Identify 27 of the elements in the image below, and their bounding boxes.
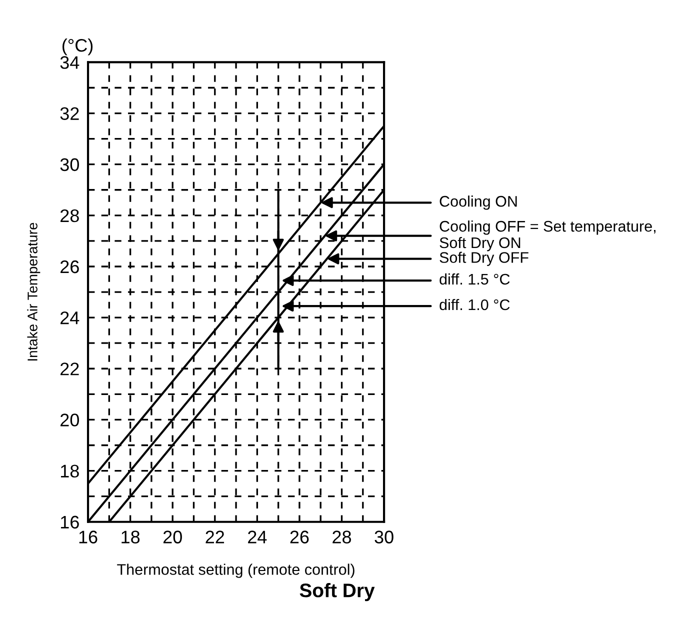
y-tick-label: 30 <box>60 158 79 172</box>
y-tick-label: 20 <box>60 414 79 426</box>
annotation: Cooling OFF = Set temperature, Soft Dry ON <box>440 220 656 252</box>
annotation: Cooling ON <box>440 196 517 210</box>
y-tick-label: 22 <box>60 362 79 376</box>
y-axis-title: Intake Air Temperature <box>27 222 40 360</box>
x-tick-label: 30 <box>374 530 394 544</box>
x-tick-label: 26 <box>290 530 309 544</box>
x-tick-label: 28 <box>332 530 352 544</box>
y-tick-label: 24 <box>60 312 80 324</box>
x-tick-label: 20 <box>163 530 182 544</box>
y-tick-label: 26 <box>60 260 79 274</box>
annotation: Soft Dry OFF <box>440 252 528 266</box>
y-tick-label: 28 <box>60 209 79 222</box>
text: Soft Dry <box>300 583 375 602</box>
x-tick-label: 16 <box>79 530 98 544</box>
y-tick-label: 18 <box>60 464 79 478</box>
x-tick-label: 22 <box>206 530 224 544</box>
text: diff. 1.5 °C <box>440 273 510 285</box>
x-tick-label: 24 <box>248 530 267 544</box>
text: diff. 1.0 °C <box>440 298 510 310</box>
y-tick-label: 32 <box>60 107 79 120</box>
text: (°C) <box>62 38 93 56</box>
y-tick-label: 34 <box>60 56 80 69</box>
x-tick-label: 18 <box>122 530 140 544</box>
x-axis-title: Thermostat setting (remote control) <box>117 564 354 578</box>
y-tick-label: 16 <box>60 516 79 529</box>
